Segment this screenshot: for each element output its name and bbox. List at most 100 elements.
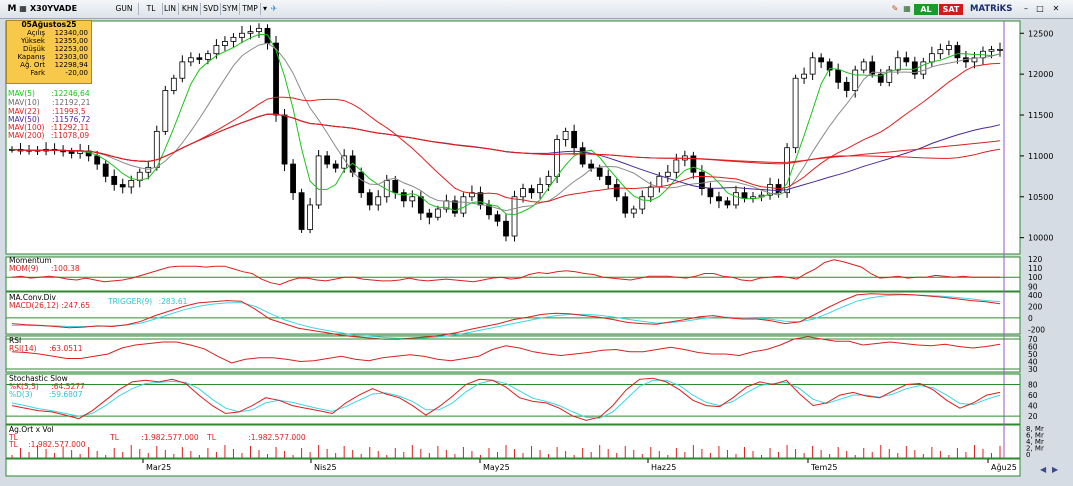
- candle-body: [792, 77, 799, 149]
- high-value: 12355,00: [54, 37, 88, 45]
- rsi-tick-label: 60: [1028, 343, 1038, 352]
- currency-button[interactable]: TL: [140, 3, 163, 15]
- weighted-avg-value: 12298,94: [54, 61, 88, 69]
- candle-body: [417, 196, 424, 214]
- momentum-title: Momentum: [9, 256, 52, 265]
- stoch-d-value: :59.6807: [48, 390, 83, 399]
- date-label: Haz25: [651, 463, 676, 472]
- date-label: Nis25: [314, 463, 337, 472]
- mav5-line: [11, 33, 1001, 216]
- mav10-legend: MAV(10) :12192,21: [8, 99, 90, 107]
- candle-body: [784, 147, 790, 194]
- volume-tick-label: 2, Mr: [1026, 445, 1044, 453]
- twitter-icon[interactable]: ✈: [270, 4, 278, 13]
- stoch-tick-label: 80: [1028, 381, 1038, 390]
- vol-value-1: :1.982.577.000: [141, 433, 199, 442]
- macd-tick-label: 200: [1028, 302, 1043, 311]
- macd-label: MACD(26,12): [9, 301, 59, 310]
- mav5-legend: MAV(5) :12246,64: [8, 90, 90, 98]
- macd-title: MA.Conv.Div: [9, 293, 56, 302]
- candle-body: [843, 81, 850, 91]
- mav50-value: :11576,72: [52, 115, 91, 124]
- momentum-tick-label: 100: [1028, 273, 1043, 282]
- open-value: 12340,00: [54, 29, 88, 37]
- mav22-label: MAV(22): [8, 107, 40, 116]
- momentum-tick-label: 90: [1028, 282, 1038, 291]
- low-value: 12253,00: [54, 45, 88, 53]
- symbol-label[interactable]: X30YVADE: [30, 4, 78, 13]
- stoch-d-legend: %D(3) :59.6807: [9, 391, 82, 399]
- candle-body: [511, 196, 518, 237]
- macd-value: :247.65: [61, 301, 90, 310]
- minimize-icon[interactable]: –: [1024, 4, 1028, 13]
- candle-body: [341, 155, 348, 169]
- date-axis-bar: [5, 458, 1021, 477]
- vol-label-b: TL: [110, 433, 119, 442]
- close-icon[interactable]: ✕: [1052, 4, 1060, 13]
- price-tick-label: 10000: [1028, 234, 1053, 243]
- candle-body: [520, 188, 526, 198]
- candle-body: [571, 130, 578, 149]
- mav10-line: [11, 42, 1001, 212]
- momentum-tick-label: 110: [1028, 264, 1043, 273]
- candle-body: [179, 61, 186, 79]
- candle-body: [469, 192, 475, 198]
- mav5-label: MAV(5): [8, 89, 35, 98]
- menu-m-button[interactable]: M: [7, 4, 17, 14]
- change-label: Fark: [30, 69, 45, 77]
- mav200-label: MAV(200): [8, 131, 45, 140]
- candle-body: [94, 155, 101, 165]
- stoch-tick-label: 20: [1028, 412, 1038, 421]
- candle-body: [375, 196, 382, 206]
- maximize-icon[interactable]: □: [1036, 4, 1044, 13]
- candle-body: [153, 130, 160, 168]
- candle-body: [554, 139, 561, 177]
- linear-button[interactable]: LIN: [162, 3, 179, 15]
- period-button[interactable]: GUN: [110, 3, 139, 15]
- vol-title: Ag.Ort x Vol: [9, 425, 54, 434]
- svd-button[interactable]: SVD: [202, 3, 221, 15]
- khn-button[interactable]: KHN: [180, 3, 201, 15]
- candle-body: [997, 48, 1003, 51]
- mav22-legend: MAV(22) :11993,5: [8, 108, 86, 116]
- high-label: Yüksek: [21, 37, 45, 45]
- candle-body: [579, 147, 586, 165]
- date-label: Ağu25: [991, 463, 1017, 472]
- volume-tick-label: 8, Mr: [1026, 425, 1044, 433]
- buy-button[interactable]: AL: [914, 4, 938, 15]
- candle-body: [605, 175, 612, 185]
- date-label: Tem25: [810, 463, 837, 472]
- volume-tick-label: 4, Mr: [1026, 438, 1044, 446]
- candle-body: [860, 61, 867, 71]
- rsi-panel: [5, 335, 1021, 373]
- sell-button[interactable]: SAT: [939, 4, 963, 15]
- candle-body: [111, 175, 118, 185]
- candle-body: [366, 192, 373, 206]
- pencil-icon[interactable]: ✎: [891, 4, 899, 13]
- stoch-k-legend: %K(5,5) :64.5277: [9, 383, 85, 391]
- candle-body: [273, 42, 279, 116]
- candle-body: [409, 196, 416, 202]
- momentum-label: MOM(9): [9, 264, 39, 273]
- volume-tick-label: 0: [1026, 451, 1030, 459]
- candle-body: [222, 41, 228, 46]
- grid-icon[interactable]: ▦: [903, 4, 911, 13]
- sym-button[interactable]: SYM: [221, 3, 240, 15]
- candle-body: [733, 192, 739, 206]
- candle-body: [102, 163, 109, 177]
- momentum-value: :100.38: [50, 264, 80, 273]
- ohlc-infobox: 05Ağustos25 Açılış 12340,00 Yüksek 12355,0…: [6, 20, 92, 84]
- volume-tick-label: 6, Mr: [1026, 432, 1044, 440]
- macd-trigger-line: [12, 294, 1001, 339]
- candle-body: [307, 204, 314, 230]
- calendar-icon[interactable]: ▦: [19, 4, 27, 13]
- candle-body: [537, 184, 543, 194]
- rsi-line: [11, 336, 1001, 364]
- momentum-line: [11, 259, 1000, 286]
- candle-body: [162, 90, 169, 132]
- candle-body: [639, 196, 646, 210]
- tmp-button[interactable]: TMP: [240, 3, 261, 15]
- candle-body: [945, 45, 952, 51]
- dropdown-arrow-icon[interactable]: ▾: [262, 4, 267, 13]
- candle-body: [239, 32, 245, 38]
